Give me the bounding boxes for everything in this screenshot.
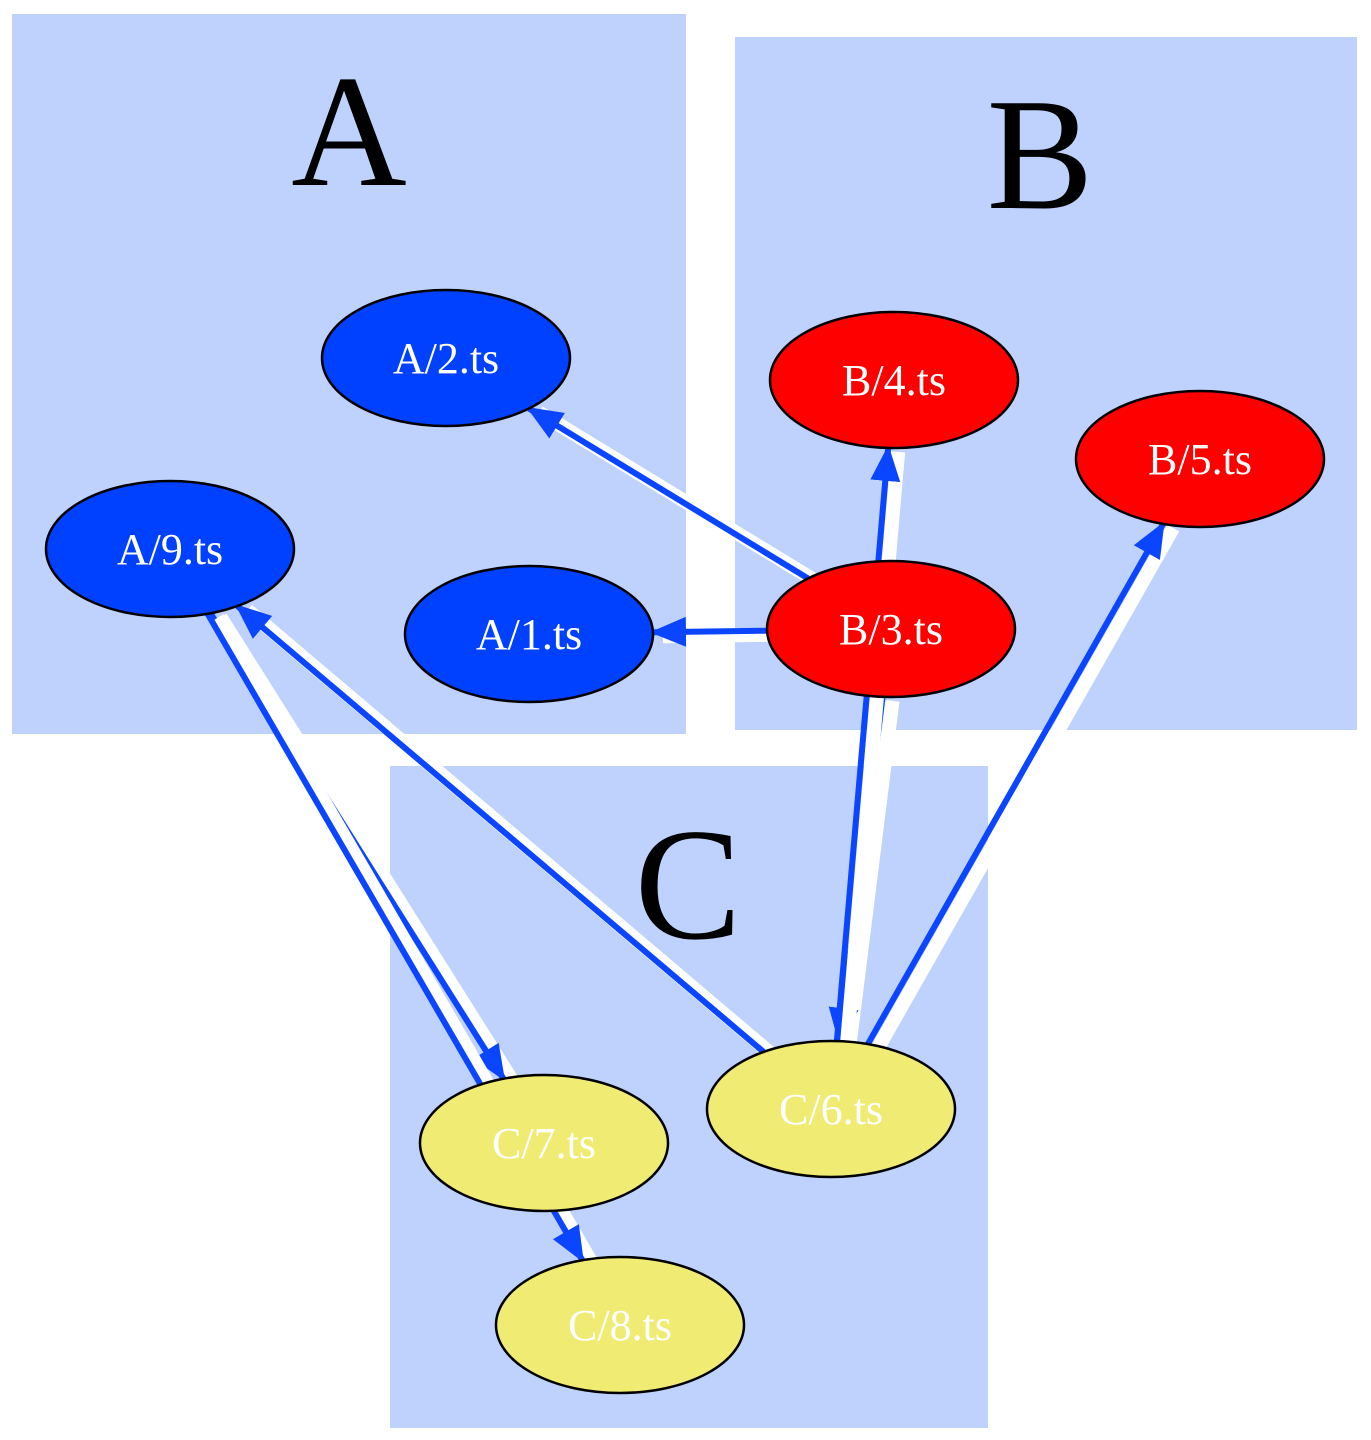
node-ellipse[interactable] [765, 559, 1017, 699]
edge-arrow [235, 603, 766, 1055]
node-ellipse[interactable] [494, 1255, 746, 1395]
node-a-1[interactable]: A/1.ts [403, 564, 655, 704]
clusters: A B C [12, 14, 1357, 1428]
edge-c-6-to-b-4 [833, 444, 906, 1046]
node-label: C/8.ts [568, 1301, 672, 1350]
node-label: A/1.ts [476, 610, 582, 659]
node-ellipse[interactable] [403, 564, 655, 704]
node-a-9[interactable]: A/9.ts [44, 479, 296, 619]
node-label: B/3.ts [839, 605, 943, 654]
node-ellipse[interactable] [705, 1039, 957, 1179]
node-a-2[interactable]: A/2.ts [320, 288, 572, 428]
edge-b-3-to-a-2 [526, 405, 822, 589]
edge-halo [242, 604, 779, 1062]
node-b-3[interactable]: B/3.ts [765, 559, 1017, 699]
node-ellipse[interactable] [1074, 389, 1326, 529]
node-c-7[interactable]: C/7.ts [418, 1073, 670, 1213]
nodes: A/2.ts A/9.ts A/1.ts B/4.ts B/5.ts B/3.ts C/6.… [44, 288, 1326, 1395]
cluster-title-b: B [987, 65, 1094, 243]
node-b-5[interactable]: B/5.ts [1074, 389, 1326, 529]
edge-b-3-to-a-1 [649, 616, 778, 647]
node-ellipse[interactable] [768, 310, 1020, 450]
node-c-6[interactable]: C/6.ts [705, 1039, 957, 1179]
node-label: B/4.ts [842, 356, 946, 405]
node-label: B/5.ts [1148, 435, 1252, 484]
node-label: A/2.ts [393, 334, 499, 383]
node-label: A/9.ts [117, 525, 223, 574]
edge-arrow [649, 616, 768, 647]
node-b-4[interactable]: B/4.ts [768, 310, 1020, 450]
edge-halo [871, 524, 1180, 1052]
edge-halo [839, 451, 906, 1046]
edges [204, 405, 1180, 1268]
node-c-8[interactable]: C/8.ts [494, 1255, 746, 1395]
edge-halo [662, 627, 778, 644]
edge-arrow [526, 405, 810, 582]
edge-arrow [865, 521, 1166, 1046]
edge-c-6-to-a-9 [235, 603, 779, 1062]
cluster-title-c: C [635, 795, 742, 973]
node-ellipse[interactable] [418, 1073, 670, 1213]
node-ellipse[interactable] [44, 479, 296, 619]
node-ellipse[interactable] [320, 288, 572, 428]
cluster-title-a: A [291, 42, 407, 220]
edge-arrow [833, 444, 901, 1042]
node-label: C/6.ts [779, 1085, 883, 1134]
node-label: C/7.ts [492, 1119, 596, 1168]
edge-c-6-to-b-5 [865, 521, 1180, 1052]
